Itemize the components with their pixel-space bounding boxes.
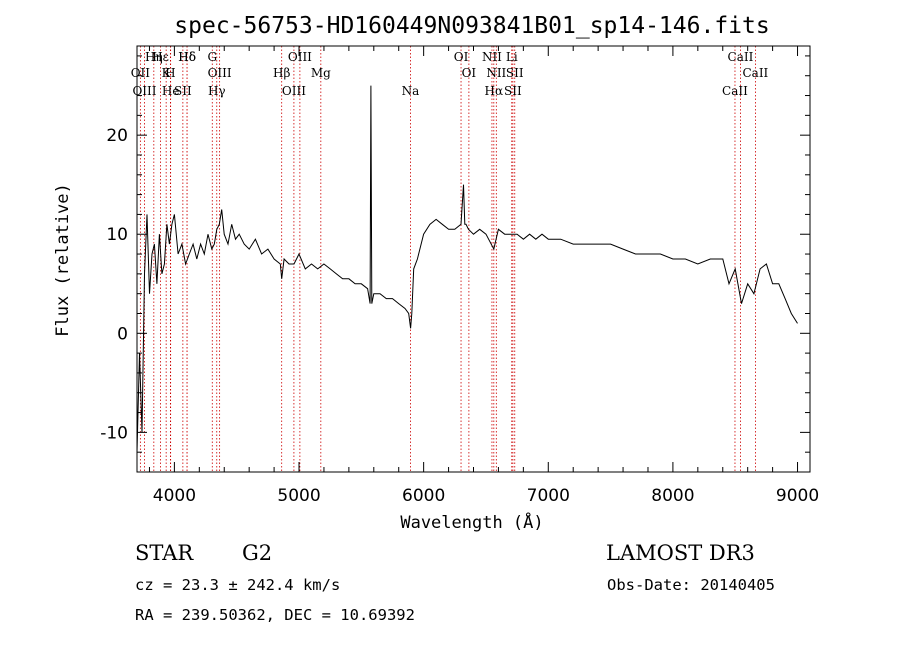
line-markers bbox=[139, 46, 756, 472]
x-tick-label: 8000 bbox=[651, 486, 694, 506]
object-subclass: G2 bbox=[242, 541, 272, 565]
x-axis-ticks: 4000 5000 6000 7000 8000 9000 bbox=[148, 46, 819, 506]
radec-text: RA = 239.50362, DEC = 10.69392 bbox=[135, 606, 415, 624]
redshift-text: cz = 23.3 ± 242.4 km/s bbox=[135, 576, 340, 594]
x-tick-label: 7000 bbox=[527, 486, 570, 506]
line-marker-label: OIII bbox=[282, 84, 306, 98]
y-tick-label: 10 bbox=[106, 225, 128, 245]
y-axis-ticks: -10 0 10 20 bbox=[100, 55, 810, 473]
y-tick-label: -10 bbox=[100, 423, 128, 443]
plot-title: spec-56753-HD160449N093841B01_sp14-146.f… bbox=[174, 13, 769, 39]
line-marker-label: Mg bbox=[311, 66, 331, 80]
x-tick-label: 6000 bbox=[402, 486, 445, 506]
line-marker-label: Li bbox=[506, 50, 518, 64]
line-marker-label: OIII bbox=[208, 66, 232, 80]
line-marker-label: Hα bbox=[485, 84, 504, 98]
line-marker-label: He bbox=[162, 84, 180, 98]
line-marker-label: Hε bbox=[152, 50, 169, 64]
line-marker-label: Hη bbox=[145, 50, 163, 64]
line-marker-label: SII bbox=[506, 66, 524, 80]
line-marker-label: CaII bbox=[722, 84, 748, 98]
line-marker-label: OII bbox=[131, 66, 151, 80]
x-tick-label: 4000 bbox=[153, 486, 196, 506]
line-marker-label: OIII bbox=[288, 50, 312, 64]
line-marker-label: CaII bbox=[742, 66, 768, 80]
object-class: STAR bbox=[135, 541, 194, 565]
y-axis-label: Flux (relative) bbox=[53, 183, 73, 337]
line-marker-label: CaII bbox=[728, 50, 754, 64]
spectrum-line bbox=[136, 85, 798, 453]
x-axis-label: Wavelength (Å) bbox=[400, 511, 543, 533]
line-marker-label: Hδ bbox=[178, 50, 196, 64]
line-marker-label: Hβ bbox=[273, 66, 290, 80]
line-marker-label: Na bbox=[402, 84, 420, 98]
line-marker-labels: HδOIIOIIIHεKHeHηHSIIHδOIIIHγGHβOIIIOIIIM… bbox=[131, 50, 769, 98]
line-marker-label: SII bbox=[504, 84, 522, 98]
line-marker-label: Hδ bbox=[178, 50, 196, 64]
line-marker-label: K bbox=[162, 66, 172, 80]
line-marker-label: G bbox=[207, 50, 217, 64]
line-marker-label: NII bbox=[482, 50, 502, 64]
line-marker-label: Hγ bbox=[208, 84, 226, 98]
x-tick-label: 9000 bbox=[776, 486, 819, 506]
y-tick-label: 20 bbox=[106, 126, 128, 146]
line-marker-label: OI bbox=[462, 66, 477, 80]
line-marker-label: NII bbox=[486, 66, 506, 80]
line-marker-label: H bbox=[165, 66, 175, 80]
survey-name: LAMOST DR3 bbox=[606, 541, 755, 565]
y-tick-label: 0 bbox=[117, 324, 128, 344]
line-marker-label: OI bbox=[454, 50, 469, 64]
line-marker-label: OIII bbox=[132, 84, 156, 98]
obs-date-text: Obs-Date: 20140405 bbox=[607, 576, 775, 594]
x-tick-label: 5000 bbox=[277, 486, 320, 506]
line-marker-label: SII bbox=[174, 84, 192, 98]
